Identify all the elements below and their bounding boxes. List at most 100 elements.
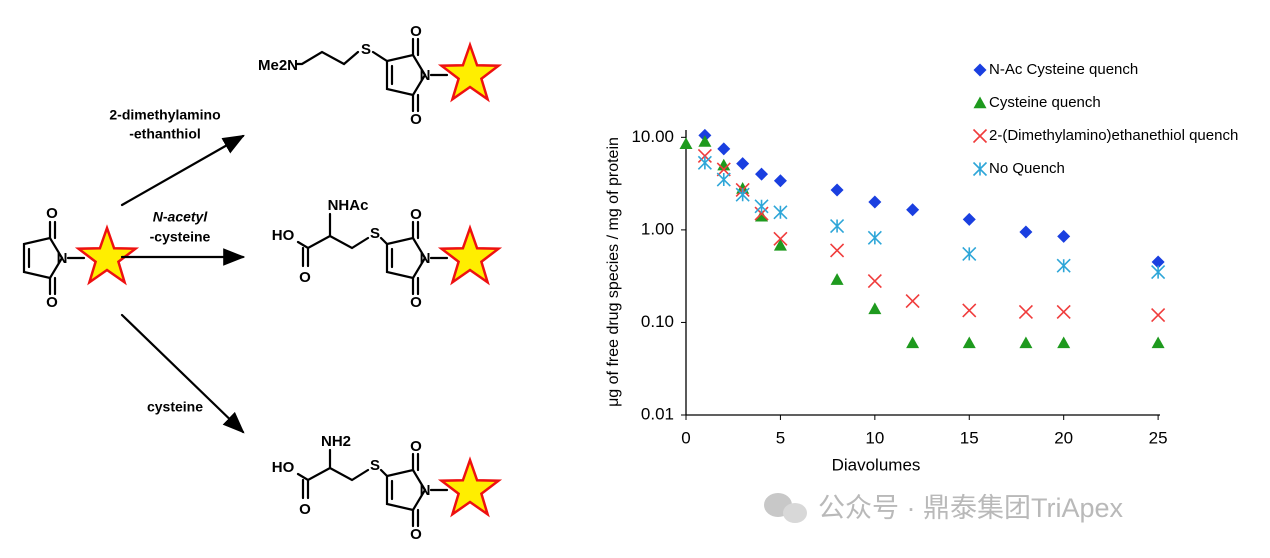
atom: O bbox=[46, 294, 58, 311]
product: Me2N S O N O bbox=[258, 23, 500, 128]
point bbox=[1057, 336, 1071, 349]
y-tick-label: 0.01 bbox=[641, 404, 674, 423]
point bbox=[698, 135, 712, 147]
point bbox=[773, 174, 787, 188]
atom: HO bbox=[272, 227, 295, 244]
x-tick-label: 0 bbox=[681, 428, 690, 447]
point bbox=[868, 195, 882, 209]
atom: O bbox=[410, 111, 422, 128]
point bbox=[830, 273, 844, 285]
x-tick-label: 25 bbox=[1149, 428, 1168, 447]
atom: O bbox=[46, 205, 58, 222]
x-tick-label: 20 bbox=[1054, 428, 1073, 447]
point bbox=[962, 212, 976, 226]
point bbox=[867, 230, 882, 245]
atom: N bbox=[420, 67, 431, 84]
point bbox=[717, 158, 731, 171]
point bbox=[1057, 229, 1071, 243]
atom: O bbox=[410, 206, 422, 223]
point bbox=[868, 302, 882, 315]
point bbox=[1019, 336, 1033, 349]
point bbox=[830, 218, 845, 234]
point bbox=[830, 243, 845, 258]
point bbox=[716, 162, 731, 177]
point bbox=[1019, 225, 1033, 239]
point bbox=[905, 294, 920, 309]
watermark: 公众号 · 鼎泰集团TriApex bbox=[764, 493, 1124, 523]
y-tick-label: 1.00 bbox=[641, 219, 674, 238]
watermark-text: 公众号 · 鼎泰集团TriApex bbox=[818, 493, 1124, 523]
point bbox=[716, 172, 731, 187]
atom: NHAc bbox=[328, 197, 369, 214]
x-tick-label: 15 bbox=[960, 428, 979, 447]
atom: Me2N bbox=[258, 57, 298, 74]
point bbox=[773, 231, 788, 246]
product: NHAc HO O S O N O bbox=[272, 197, 500, 311]
atom: S bbox=[370, 225, 380, 242]
atom: HO bbox=[272, 459, 295, 476]
point bbox=[679, 137, 693, 150]
maleimide: O N O bbox=[22, 205, 137, 311]
point bbox=[906, 336, 920, 349]
atom: N bbox=[57, 250, 68, 267]
point bbox=[1018, 304, 1033, 319]
arrow bbox=[120, 313, 245, 434]
y-tick-label: 0.10 bbox=[641, 312, 674, 331]
point bbox=[697, 155, 712, 170]
atom: O bbox=[410, 438, 422, 455]
legend-label: N-Ac Cysteine quench bbox=[989, 61, 1138, 78]
atom: O bbox=[299, 501, 311, 518]
point bbox=[755, 167, 769, 181]
legend-marker bbox=[972, 128, 988, 144]
product: NH2 HO O S O N O bbox=[272, 433, 500, 543]
legend-marker bbox=[972, 161, 988, 177]
point bbox=[1151, 336, 1165, 349]
point bbox=[1151, 308, 1166, 323]
atom: N bbox=[420, 250, 431, 267]
point bbox=[830, 183, 844, 197]
reagent: 2-dimethylamino bbox=[109, 107, 220, 123]
point bbox=[1151, 265, 1166, 280]
atom: S bbox=[361, 41, 371, 58]
x-tick-label: 5 bbox=[776, 428, 785, 447]
atom: O bbox=[299, 269, 311, 286]
atom: O bbox=[410, 294, 422, 311]
atom: NH2 bbox=[321, 433, 351, 450]
y-tick-label: 10.00 bbox=[631, 127, 674, 146]
y-axis-label: μg of free drug species / mg of protein bbox=[605, 137, 622, 407]
point bbox=[962, 303, 977, 318]
reagent: -cysteine bbox=[150, 229, 211, 245]
point bbox=[962, 336, 976, 349]
point bbox=[736, 157, 750, 171]
point bbox=[717, 142, 731, 156]
legend-label: No Quench bbox=[989, 160, 1065, 177]
point bbox=[1056, 258, 1071, 273]
x-tick-label: 10 bbox=[865, 428, 884, 447]
atom: O bbox=[410, 23, 422, 40]
point bbox=[754, 199, 769, 214]
reagent: -ethanthiol bbox=[129, 126, 201, 142]
legend-label: Cysteine quench bbox=[989, 94, 1101, 111]
atom: S bbox=[370, 457, 380, 474]
point bbox=[867, 273, 882, 289]
arrow bbox=[120, 134, 245, 207]
reagent: cysteine bbox=[147, 399, 203, 415]
x-axis-label: Diavolumes bbox=[832, 455, 921, 474]
point bbox=[735, 187, 750, 202]
point bbox=[773, 205, 788, 220]
atom: O bbox=[410, 526, 422, 543]
point bbox=[755, 209, 769, 222]
legend-marker bbox=[973, 63, 987, 77]
point bbox=[1151, 255, 1165, 269]
legend-label: 2-(Dimethylamino)ethanethiol quench bbox=[989, 127, 1238, 144]
atom: N bbox=[420, 482, 431, 499]
point bbox=[962, 246, 977, 261]
point bbox=[773, 238, 787, 251]
point bbox=[906, 203, 920, 217]
point bbox=[1056, 304, 1071, 319]
point bbox=[754, 206, 769, 221]
point bbox=[697, 148, 712, 163]
legend-marker bbox=[973, 96, 987, 109]
reagent: N-acetyl bbox=[153, 209, 209, 225]
